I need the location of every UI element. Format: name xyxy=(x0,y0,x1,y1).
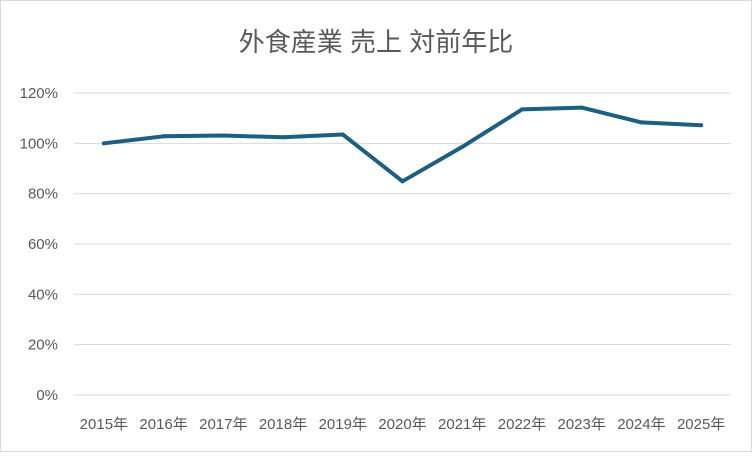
data-point xyxy=(101,141,106,146)
y-tick-label: 60% xyxy=(28,236,58,253)
data-point xyxy=(161,134,166,139)
x-tick-label: 2020年 xyxy=(378,416,426,433)
data-point xyxy=(400,179,405,184)
data-point xyxy=(699,123,704,128)
x-tick-label: 2022年 xyxy=(498,416,546,433)
series-line xyxy=(101,105,704,184)
data-point xyxy=(639,120,644,125)
gridlines xyxy=(74,92,731,396)
y-tick-label: 0% xyxy=(36,387,58,404)
chart-title: 外食産業 売上 対前年比 xyxy=(239,27,513,57)
x-tick-label: 2019年 xyxy=(319,416,367,433)
data-point xyxy=(281,135,286,140)
y-axis-labels: 0% 20% 40% 60% 80% 100% 120% xyxy=(20,85,58,404)
data-point xyxy=(460,144,465,149)
x-axis-labels: 2015年 2016年 2017年 2018年 2019年 2020年 2021年 2022年… xyxy=(80,416,726,433)
data-point xyxy=(579,105,584,110)
data-point xyxy=(221,133,226,138)
x-tick-label: 2024年 xyxy=(617,416,665,433)
y-tick-label: 40% xyxy=(28,286,58,303)
y-tick-label: 120% xyxy=(20,85,58,102)
x-tick-label: 2025年 xyxy=(677,416,725,433)
y-tick-label: 100% xyxy=(20,135,58,152)
series-group xyxy=(101,105,704,184)
data-point xyxy=(519,107,524,112)
x-tick-label: 2015年 xyxy=(80,416,128,433)
y-tick-label: 20% xyxy=(28,337,58,354)
x-tick-label: 2016年 xyxy=(139,416,187,433)
data-point xyxy=(340,132,345,137)
x-tick-label: 2017年 xyxy=(199,416,247,433)
x-tick-label: 2021年 xyxy=(438,416,486,433)
y-tick-label: 80% xyxy=(28,186,58,203)
x-tick-label: 2018年 xyxy=(259,416,307,433)
x-tick-label: 2023年 xyxy=(557,416,605,433)
